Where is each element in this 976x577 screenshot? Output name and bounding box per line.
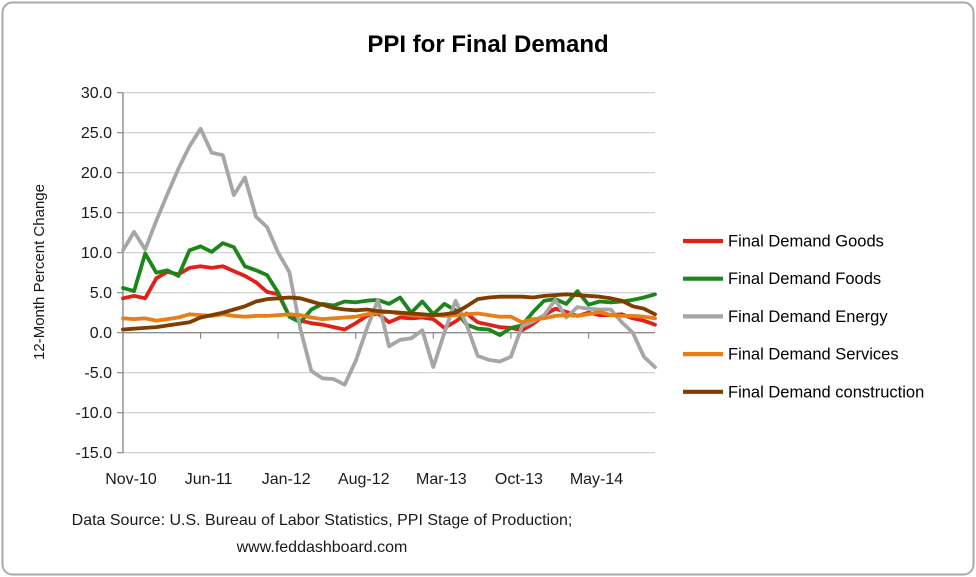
x-tick-label: Mar-13 (416, 471, 467, 488)
y-tick-label: -10.0 (76, 405, 113, 422)
source-text-line1: Data Source: U.S. Bureau of Labor Statis… (72, 512, 573, 529)
legend-item: Final Demand Services (683, 346, 899, 364)
legend-item: Final Demand Foods (683, 270, 881, 288)
legend-item: Final Demand construction (683, 383, 924, 401)
legend-label: Final Demand construction (728, 383, 924, 401)
y-tick-label: 10.0 (81, 245, 112, 262)
legend: Final Demand Goods Final Demand Foods Fina… (683, 233, 924, 401)
x-tick-label: Jun-11 (185, 471, 233, 488)
x-tick-label: May-14 (570, 471, 623, 488)
x-tick-label: Jan-12 (262, 471, 311, 488)
y-tick-labels: 30.0 25.0 20.0 15.0 10.0 5.0 0.0 -5.0 -10.0 -15.0 (76, 85, 113, 462)
legend-label: Final Demand Goods (728, 233, 884, 251)
legend-item: Final Demand Goods (683, 233, 884, 251)
y-tick-label: 0.0 (90, 325, 112, 342)
x-tick-label: Aug-12 (338, 471, 390, 488)
series-line-final-demand-foods (121, 241, 657, 338)
legend-label: Final Demand Energy (728, 308, 888, 326)
axes (117, 92, 590, 454)
legend-item: Final Demand Energy (683, 308, 888, 326)
x-tick-label: Nov-10 (105, 471, 157, 488)
series-line-final-demand-energy (121, 126, 657, 387)
gridlines (123, 92, 655, 454)
source-text-line2: www.feddashboard.com (236, 539, 408, 556)
series-line-final-demand-construction (121, 292, 657, 332)
series-lines (121, 126, 657, 387)
legend-label: Final Demand Services (728, 346, 899, 364)
y-tick-label: 5.0 (90, 285, 112, 302)
y-tick-label: 25.0 (81, 125, 112, 142)
y-axis-title: 12-Month Percent Change (31, 184, 48, 360)
y-tick-label: -15.0 (76, 445, 113, 462)
chart-title: PPI for Final Demand (367, 31, 608, 58)
y-tick-label: -5.0 (84, 365, 112, 382)
y-tick-label: 20.0 (81, 165, 112, 182)
legend-label: Final Demand Foods (728, 270, 881, 288)
y-tick-label: 30.0 (81, 85, 112, 102)
x-tick-labels: Nov-10 Jun-11 Jan-12 Aug-12 Mar-13 Oct-13 May-… (105, 471, 623, 488)
y-tick-label: 15.0 (81, 205, 112, 222)
series-line-final-demand-goods (121, 264, 657, 333)
x-tick-label: Oct-13 (495, 471, 543, 488)
